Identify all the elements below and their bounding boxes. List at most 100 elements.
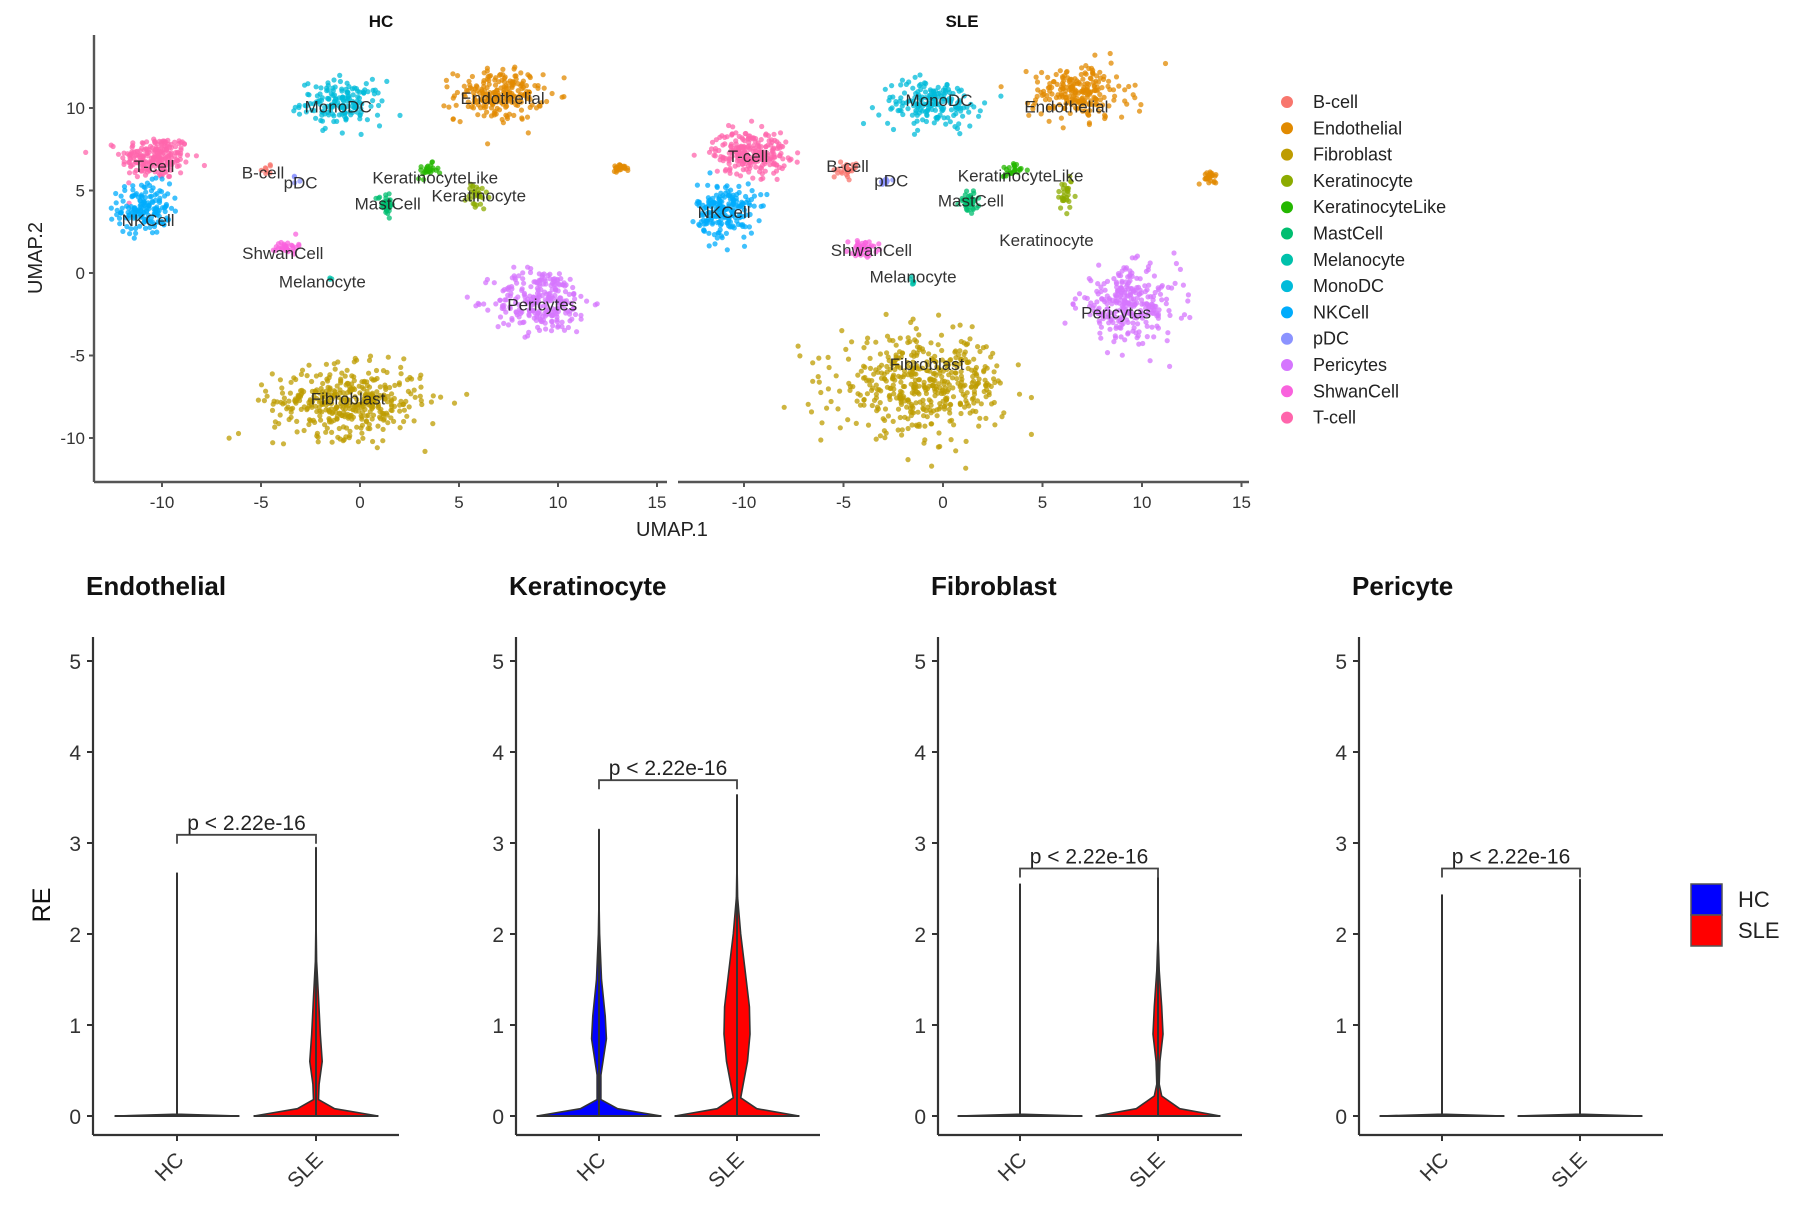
umap-point xyxy=(469,73,475,80)
umap-point xyxy=(876,387,882,393)
umap-point xyxy=(1147,260,1153,266)
umap-point xyxy=(507,96,513,102)
umap-point xyxy=(931,377,937,383)
umap-point xyxy=(882,435,888,441)
umap-point xyxy=(293,400,299,406)
umap-point xyxy=(936,430,942,436)
umap-point xyxy=(531,279,537,285)
umap-point xyxy=(709,209,715,215)
umap-point xyxy=(481,206,487,212)
umap-point xyxy=(898,379,904,385)
umap-point xyxy=(548,328,555,334)
umap-point xyxy=(467,196,473,202)
umap-point xyxy=(485,307,491,313)
umap-point xyxy=(910,98,917,104)
violin-x-tick-label: SLE xyxy=(1125,1148,1169,1192)
umap-point xyxy=(526,94,532,100)
umap-point xyxy=(917,72,923,78)
umap-point xyxy=(139,168,145,174)
violin-y-tick-label: 3 xyxy=(1335,833,1347,856)
cluster-mastcell xyxy=(373,191,395,221)
umap-point xyxy=(1106,297,1113,303)
umap-point xyxy=(1097,97,1103,103)
umap-point xyxy=(1100,76,1107,82)
umap-point xyxy=(1125,310,1131,316)
violin-y-tick-label: 2 xyxy=(69,924,81,947)
umap-point xyxy=(745,181,751,187)
umap-point xyxy=(766,138,772,144)
umap-point xyxy=(712,241,718,247)
umap-point xyxy=(929,106,935,113)
umap-point xyxy=(352,394,358,400)
cluster-monodc xyxy=(291,72,403,137)
umap-point xyxy=(1074,106,1080,112)
umap-point xyxy=(570,284,576,291)
umap-point xyxy=(711,152,717,158)
umap-point xyxy=(1108,60,1114,66)
umap-point xyxy=(853,253,859,259)
umap-point xyxy=(152,159,158,166)
umap-point xyxy=(416,176,422,182)
umap-point xyxy=(464,391,470,397)
umap-point xyxy=(989,401,995,407)
umap-point xyxy=(411,418,417,424)
umap-point xyxy=(139,145,145,151)
umap-point xyxy=(474,202,480,208)
umap-point xyxy=(741,207,748,213)
umap-point xyxy=(726,201,732,207)
violin-y-tick-label: 1 xyxy=(1335,1015,1347,1038)
umap-point xyxy=(771,154,777,160)
group-legend: HC SLE xyxy=(1690,883,1780,947)
umap-point xyxy=(157,188,163,194)
umap-point xyxy=(141,184,147,190)
umap-point xyxy=(397,112,403,118)
umap-point xyxy=(1105,83,1111,89)
umap-point xyxy=(343,116,349,122)
umap-point xyxy=(1086,276,1092,282)
umap-point xyxy=(938,332,945,338)
umap-point xyxy=(978,401,984,407)
umap-point xyxy=(983,344,989,350)
umap-point xyxy=(540,72,546,78)
umap-point xyxy=(1072,76,1078,82)
umap-point xyxy=(1088,76,1094,82)
umap-point xyxy=(914,363,920,369)
umap-point xyxy=(718,233,725,239)
umap-point xyxy=(461,91,467,97)
violin-y-tick-label: 4 xyxy=(914,742,926,765)
umap-point xyxy=(975,344,981,350)
umap-point xyxy=(860,120,867,127)
umap-point xyxy=(706,243,712,249)
umap-point xyxy=(837,425,843,431)
umap-point xyxy=(375,90,381,96)
umap-point xyxy=(142,219,148,225)
umap-point xyxy=(563,310,569,316)
umap-point xyxy=(847,387,853,393)
umap-point xyxy=(358,106,364,112)
umap-point xyxy=(1003,173,1009,179)
violin-y-tick-label: 3 xyxy=(492,833,504,856)
umap-point xyxy=(713,192,720,198)
umap-point xyxy=(1099,296,1105,302)
umap-point xyxy=(501,287,507,293)
umap-point xyxy=(882,406,889,412)
umap-point xyxy=(749,188,755,194)
umap-point xyxy=(846,380,852,386)
umap-point xyxy=(940,96,946,102)
umap-point xyxy=(965,359,971,366)
umap-point xyxy=(1083,63,1089,69)
umap-point xyxy=(1131,288,1137,294)
umap-point xyxy=(270,440,276,446)
umap-point xyxy=(137,223,143,229)
umap-point xyxy=(477,201,484,207)
umap-y-tick-label: -5 xyxy=(70,347,85,366)
umap-panel-sle: SLE T-cell NKCell MonoDC Endothelial B-cell p… xyxy=(678,12,1251,512)
cluster-nkcell xyxy=(108,175,178,241)
umap-point xyxy=(882,417,888,423)
umap-point xyxy=(994,363,1000,369)
umap-point xyxy=(174,158,180,164)
umap-point xyxy=(960,113,966,119)
umap-point xyxy=(1155,285,1161,291)
umap-point xyxy=(344,367,350,373)
violin-x-tick-label: SLE xyxy=(704,1148,748,1192)
